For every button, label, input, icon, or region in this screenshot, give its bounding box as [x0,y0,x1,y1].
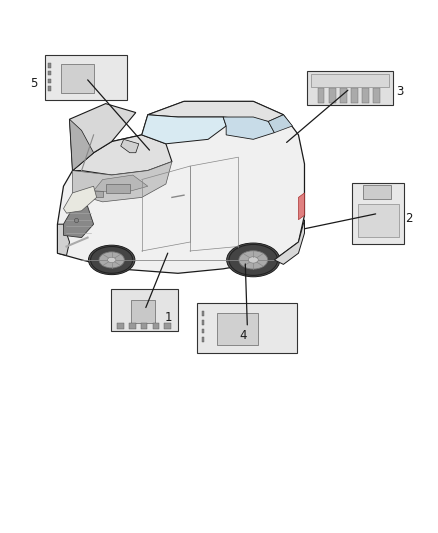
Ellipse shape [227,243,280,277]
Polygon shape [268,115,293,133]
Ellipse shape [88,245,135,274]
Polygon shape [223,117,274,139]
Ellipse shape [248,257,258,263]
FancyBboxPatch shape [307,71,393,106]
FancyBboxPatch shape [45,55,127,100]
FancyBboxPatch shape [131,300,155,322]
Bar [48,86,51,91]
FancyBboxPatch shape [61,64,94,93]
Text: 3: 3 [396,85,404,98]
Bar [318,88,325,103]
Polygon shape [64,206,94,238]
Bar [340,88,346,103]
Bar [328,88,336,103]
Bar [362,88,369,103]
Polygon shape [70,103,136,171]
Polygon shape [148,101,283,122]
Bar [129,323,136,329]
Bar [202,337,205,342]
Bar [141,323,148,329]
Text: 5: 5 [30,77,37,90]
FancyBboxPatch shape [358,204,399,237]
Polygon shape [64,186,97,213]
Polygon shape [70,119,94,171]
Polygon shape [298,193,304,220]
Ellipse shape [91,246,133,273]
Text: 1: 1 [165,311,173,324]
Bar [202,311,205,316]
Polygon shape [57,224,70,255]
Text: 2: 2 [405,212,413,225]
FancyBboxPatch shape [353,183,404,244]
Bar [106,184,130,193]
Bar [202,320,205,325]
Ellipse shape [107,257,116,263]
FancyBboxPatch shape [218,313,258,345]
FancyBboxPatch shape [111,289,178,331]
Bar [48,63,51,68]
Text: 4: 4 [239,329,247,342]
Ellipse shape [99,252,124,268]
Bar [373,88,380,103]
Polygon shape [121,139,139,153]
Bar [202,328,205,333]
Ellipse shape [239,251,268,269]
Polygon shape [57,101,304,273]
FancyBboxPatch shape [198,303,297,353]
Polygon shape [73,135,172,175]
FancyBboxPatch shape [363,185,391,199]
Bar [117,323,124,329]
Polygon shape [73,161,172,202]
Bar [351,88,358,103]
Polygon shape [94,175,148,193]
Bar [152,323,159,329]
Bar [48,71,51,75]
Polygon shape [274,220,304,264]
Bar [88,191,102,197]
Ellipse shape [229,245,278,276]
Polygon shape [142,115,226,144]
Bar [164,323,171,329]
Bar [48,79,51,83]
FancyBboxPatch shape [311,74,389,87]
